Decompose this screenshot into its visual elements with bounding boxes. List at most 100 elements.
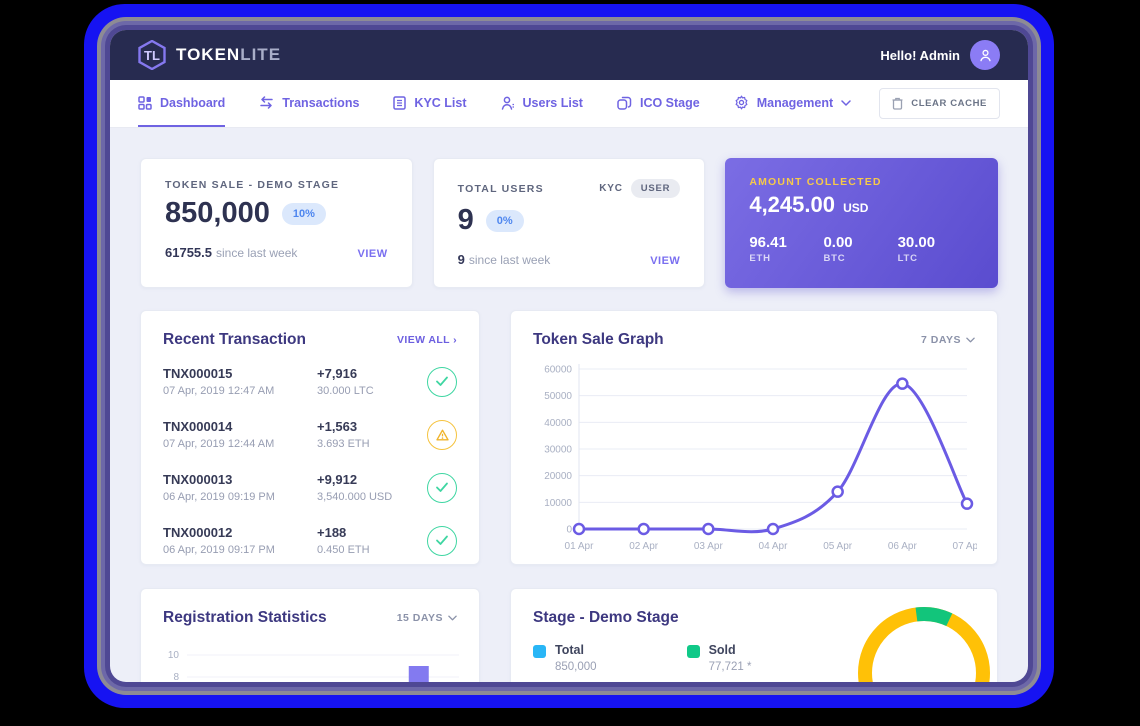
person-icon [979, 49, 991, 61]
transaction-status-icon [427, 419, 457, 450]
transaction-status-icon [427, 472, 457, 503]
recent-transactions-title: Recent Transaction [163, 331, 306, 348]
transaction-row[interactable]: TNX000013 06 Apr, 2019 09:19 PM +9,912 3,54… [163, 461, 457, 514]
transaction-id: TNX000012 [163, 525, 233, 540]
chevron-down-icon [966, 337, 975, 343]
kyc-user-toggle: KYC USER [599, 179, 681, 198]
svg-text:20000: 20000 [544, 471, 572, 482]
trash-icon [892, 97, 903, 110]
nav-item-management[interactable]: Management [734, 80, 851, 127]
stage-legend: Total 850,000 Sold 77,721 * [533, 643, 975, 673]
nav-label: KYC List [414, 95, 467, 110]
svg-text:05 Apr: 05 Apr [823, 541, 853, 552]
svg-text:04 Apr: 04 Apr [759, 541, 789, 552]
btc-amount: 0.00 BTC [823, 234, 853, 264]
svg-text:TL: TL [144, 48, 160, 63]
total-users-delta: 9 [457, 252, 465, 267]
svg-text:40000: 40000 [544, 418, 572, 429]
tokenlite-hexagon-icon: TL [138, 40, 166, 70]
transaction-amount: +9,912 [317, 472, 358, 487]
transaction-id: TNX000015 [163, 366, 233, 381]
delta-caption: since last week [216, 246, 298, 260]
total-users-view-link[interactable]: VIEW [650, 255, 681, 267]
stage-title: Stage - Demo Stage [533, 609, 679, 626]
registration-statistics-title: Registration Statistics [163, 609, 327, 626]
dashboard-grid-icon [138, 95, 152, 110]
registration-range-dropdown[interactable]: 15 DAYS [397, 612, 457, 624]
nav-label: ICO Stage [639, 95, 700, 110]
nav-item-ico-stage[interactable]: ICO Stage [617, 80, 700, 127]
eth-amount: 96.41 ETH [749, 234, 787, 264]
transactions-arrows-icon [260, 96, 274, 109]
transaction-detail: 3,540.000 USD [317, 491, 393, 503]
user-avatar[interactable] [970, 40, 1000, 70]
check-icon [436, 376, 448, 386]
svg-text:10: 10 [168, 650, 180, 661]
svg-text:01 Apr: 01 Apr [565, 541, 595, 552]
users-list-icon [501, 96, 514, 110]
transaction-detail: 30.000 LTC [317, 385, 374, 397]
chevron-down-icon [841, 99, 851, 106]
svg-text:02 Apr: 02 Apr [629, 541, 659, 552]
stage-donut-chart [858, 607, 990, 682]
svg-text:03 Apr: 03 Apr [694, 541, 724, 552]
token-sale-graph-card: Token Sale Graph 7 DAYS 0 10000 20000 30000… [510, 310, 998, 565]
registration-bar-chart: 10 8 [168, 650, 459, 682]
transaction-date: 07 Apr, 2019 12:47 AM [163, 385, 275, 397]
transaction-detail: 0.450 ETH [317, 544, 370, 556]
clear-cache-button[interactable]: CLEAR CACHE [879, 88, 1000, 119]
main-nav: Dashboard Transactions KYC List [110, 80, 1028, 128]
transaction-date: 07 Apr, 2019 12:44 AM [163, 438, 275, 450]
transaction-id: TNX000014 [163, 419, 233, 434]
nav-item-dashboard[interactable]: Dashboard [138, 80, 226, 127]
transaction-row[interactable]: TNX000015 07 Apr, 2019 12:47 AM +7,916 30.0… [163, 355, 457, 408]
check-icon [436, 535, 448, 545]
svg-text:8: 8 [173, 672, 179, 682]
svg-text:06 Apr: 06 Apr [888, 541, 918, 552]
total-swatch [533, 645, 546, 658]
view-all-link[interactable]: VIEW ALL › [396, 334, 457, 346]
gear-icon [735, 95, 748, 110]
transaction-row[interactable]: TNX000012 06 Apr, 2019 09:17 PM +188 0.450 … [163, 514, 457, 567]
greeting-text: Hello! Admin [880, 47, 960, 63]
nav-item-transactions[interactable]: Transactions [259, 80, 359, 127]
amount-collected-card: AMOUNT COLLECTED 4,245.00 USD 96.41 ETH … [725, 158, 998, 288]
sold-swatch [686, 645, 700, 658]
transactions-list: TNX000015 07 Apr, 2019 12:47 AM +7,916 30.0… [163, 355, 457, 567]
nav-label: Users List [522, 95, 583, 110]
transaction-amount: +1,563 [317, 419, 358, 434]
token-sale-card: TOKEN SALE - DEMO STAGE 850,000 10% 6175… [140, 158, 413, 288]
token-sale-title: TOKEN SALE - DEMO STAGE [165, 179, 340, 191]
token-sale-graph-title: Token Sale Graph [533, 331, 664, 348]
graph-range-dropdown[interactable]: 7 DAYS [921, 334, 975, 346]
registration-statistics-card: Registration Statistics 15 DAYS 10 8 [140, 588, 480, 682]
toggle-user[interactable]: USER [630, 179, 681, 198]
transaction-status-icon [427, 525, 457, 556]
transaction-amount: +188 [317, 525, 347, 540]
toggle-kyc[interactable]: KYC [599, 183, 623, 194]
nav-label: Dashboard [160, 95, 226, 110]
nav-item-kyc-list[interactable]: KYC List [393, 80, 467, 127]
token-sale-percent-badge: 10% [281, 202, 326, 225]
ico-stage-coins-icon [617, 96, 632, 110]
top-bar: TL TOKENLITE Hello! Admin [110, 30, 1028, 80]
nav-item-users-list[interactable]: Users List [501, 80, 583, 127]
legend-total: Total 850,000 [533, 643, 597, 673]
svg-text:60000: 60000 [544, 365, 572, 376]
clear-cache-label: CLEAR CACHE [911, 98, 987, 109]
transaction-row[interactable]: TNX000014 07 Apr, 2019 12:44 AM +1,563 3.69… [163, 408, 457, 461]
nav-label: Management [756, 95, 834, 110]
kyc-list-icon [393, 95, 407, 110]
transaction-date: 06 Apr, 2019 09:17 PM [163, 544, 275, 556]
app-window: TL TOKENLITE Hello! Admin [110, 30, 1028, 682]
warning-icon [435, 429, 449, 440]
delta-caption: since last week [468, 253, 551, 267]
nav-label: Transactions [282, 95, 360, 110]
token-sale-view-link[interactable]: VIEW [357, 248, 388, 260]
amount-collected-value: 4,245.00 USD [749, 192, 869, 217]
svg-text:50000: 50000 [544, 391, 572, 402]
check-icon [436, 482, 448, 492]
brand-logo[interactable]: TL TOKENLITE [138, 40, 281, 70]
total-users-card: TOTAL USERS KYC USER 9 0% 9 since last we… [432, 158, 706, 288]
dashboard-content: TOKEN SALE - DEMO STAGE 850,000 10% 6175… [110, 128, 1028, 682]
